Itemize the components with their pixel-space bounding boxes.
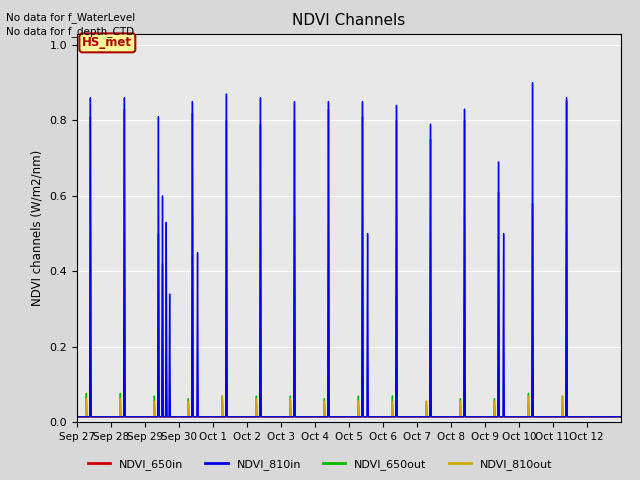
NDVI_810out bbox=[184, 402, 192, 408]
NDVI_810in bbox=[467, 414, 474, 420]
NDVI_650out bbox=[617, 414, 625, 420]
NDVI_810out bbox=[223, 382, 230, 387]
Text: HS_met: HS_met bbox=[83, 36, 132, 49]
NDVI_810out bbox=[467, 414, 474, 420]
NDVI_650out bbox=[501, 414, 509, 420]
NDVI_810in bbox=[611, 414, 619, 420]
Text: No data for f_depth_CTD: No data for f_depth_CTD bbox=[6, 26, 134, 37]
NDVI_650out bbox=[534, 414, 541, 420]
NDVI_650out bbox=[611, 414, 619, 420]
NDVI_650in bbox=[563, 99, 570, 105]
NDVI_810in bbox=[419, 414, 426, 420]
NDVI_810out bbox=[534, 414, 541, 420]
NDVI_650in bbox=[184, 414, 192, 420]
Line: NDVI_650in: NDVI_650in bbox=[77, 102, 621, 417]
NDVI_810out bbox=[611, 414, 619, 420]
Y-axis label: NDVI channels (W/m2/nm): NDVI channels (W/m2/nm) bbox=[31, 150, 44, 306]
NDVI_650out bbox=[467, 414, 474, 420]
Line: NDVI_650out: NDVI_650out bbox=[77, 381, 621, 417]
NDVI_810out bbox=[419, 414, 426, 420]
NDVI_650out bbox=[73, 414, 81, 420]
NDVI_810in bbox=[534, 414, 541, 420]
NDVI_650out bbox=[86, 378, 94, 384]
NDVI_650in bbox=[611, 414, 619, 420]
NDVI_810out bbox=[501, 414, 509, 420]
NDVI_810in bbox=[529, 80, 536, 85]
NDVI_650in bbox=[501, 414, 509, 420]
NDVI_650in bbox=[467, 414, 474, 420]
NDVI_810in bbox=[73, 414, 81, 420]
NDVI_650out bbox=[419, 414, 426, 420]
NDVI_650in bbox=[73, 414, 81, 420]
Legend: NDVI_650in, NDVI_810in, NDVI_650out, NDVI_810out: NDVI_650in, NDVI_810in, NDVI_650out, NDV… bbox=[83, 455, 557, 474]
NDVI_810in bbox=[184, 414, 192, 420]
NDVI_650out bbox=[184, 396, 192, 401]
NDVI_810out bbox=[73, 414, 81, 420]
NDVI_650in bbox=[534, 414, 541, 420]
NDVI_650in bbox=[617, 414, 625, 420]
NDVI_650in bbox=[419, 414, 426, 420]
Line: NDVI_810out: NDVI_810out bbox=[77, 384, 621, 417]
Line: NDVI_810in: NDVI_810in bbox=[77, 83, 621, 417]
Title: NDVI Channels: NDVI Channels bbox=[292, 13, 405, 28]
NDVI_810in bbox=[501, 414, 509, 420]
NDVI_810in bbox=[617, 414, 625, 420]
NDVI_810out bbox=[617, 414, 625, 420]
Text: No data for f_WaterLevel: No data for f_WaterLevel bbox=[6, 12, 136, 23]
